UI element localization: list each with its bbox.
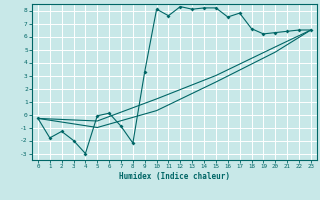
X-axis label: Humidex (Indice chaleur): Humidex (Indice chaleur): [119, 172, 230, 181]
